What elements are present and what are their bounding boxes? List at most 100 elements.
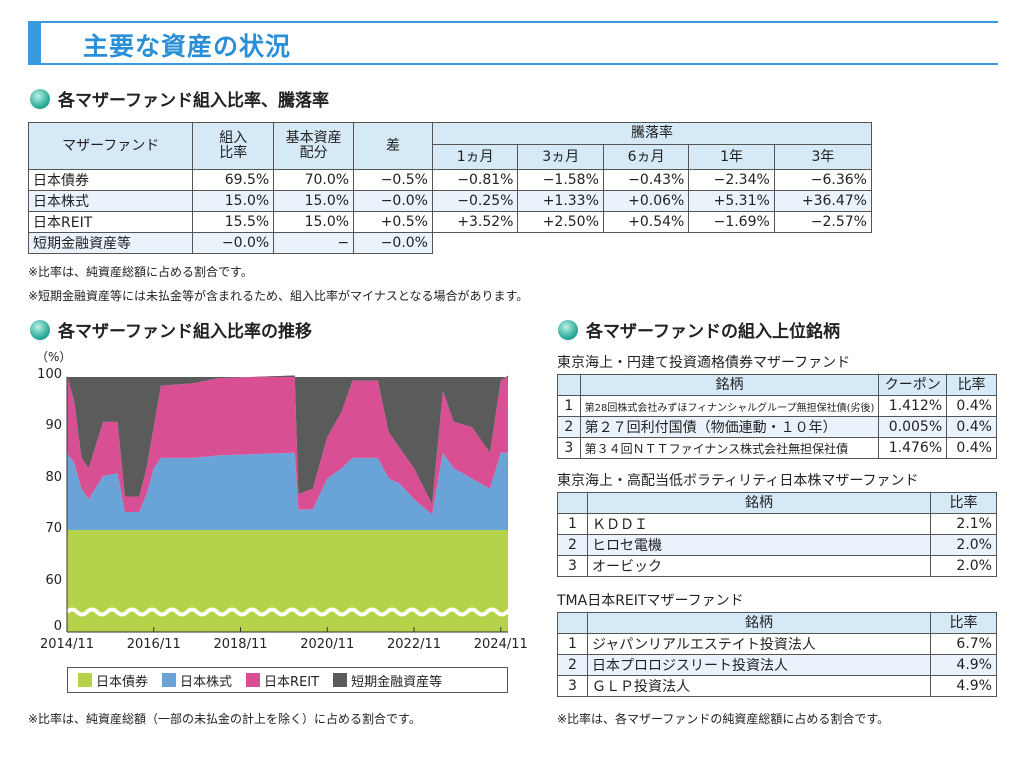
holding-name: 日本プロロジスリート投資法人: [587, 654, 931, 676]
rank: 2: [557, 654, 588, 676]
rank: 1: [557, 395, 581, 417]
perf: −2.34%: [688, 169, 775, 191]
perf: +1.33%: [517, 190, 604, 212]
y-tick-label: 100: [37, 366, 62, 382]
table-row: 3 ＧＬＰ投資法人 4.9%: [557, 675, 997, 697]
col-coupon: クーポン: [878, 374, 948, 396]
col-ratio: 比率: [930, 612, 997, 634]
holdings-note: ※比率は、各マザーファンドの純資産総額に占める割合です。: [557, 712, 890, 726]
col-1y: 1年: [688, 144, 775, 170]
ratio: 2.0%: [930, 534, 997, 556]
col-performance: 騰落率: [432, 122, 872, 145]
col-fund: マザーファンド: [27, 122, 194, 170]
legend-label: 短期金融資産等: [351, 674, 443, 690]
fund-name: 日本債券: [27, 169, 194, 191]
table-row: 1 第28回株式会社みずほフィナンシャルグループ無担保社債(劣後) 1.412% 0.…: [557, 395, 997, 417]
perf: +2.50%: [517, 211, 604, 233]
col-diff: 差: [353, 122, 433, 170]
ratio: 4.9%: [930, 654, 997, 676]
table-row: 2 第２７回利付国債（物価連動・１０年） 0.005% 0.4%: [557, 416, 997, 438]
x-tick-label: 2016/11: [126, 637, 181, 652]
ratio: 0.4%: [946, 416, 997, 438]
legend-item: 日本株式: [162, 671, 232, 690]
holding-name: ＧＬＰ投資法人: [587, 675, 931, 697]
diff: −0.0%: [353, 190, 433, 212]
area-cash: [67, 375, 508, 505]
perf: −1.58%: [517, 169, 604, 191]
ratio: 4.9%: [930, 675, 997, 697]
ratio: 0.4%: [946, 395, 997, 417]
y-tick-label: 0: [53, 619, 62, 634]
x-tick-label: 2020/11: [300, 637, 355, 652]
section-title: 各マザーファンド組入比率、騰落率: [58, 91, 329, 111]
rank: 3: [557, 555, 588, 577]
col-base: 基本資産 配分: [273, 122, 355, 170]
note-1: ※比率は、純資産総額に占める割合です。: [28, 265, 253, 279]
table-row: 2 ヒロセ電機 2.0%: [557, 534, 997, 556]
table-row: 日本債券 69.5% 70.0% −0.5%: [27, 169, 433, 191]
legend-item: 短期金融資産等: [333, 671, 442, 690]
holding-name: ジャパンリアルエステイト投資法人: [587, 633, 931, 655]
rank: 2: [557, 534, 588, 556]
holding-name: ＫＤＤＩ: [587, 513, 931, 535]
bullet-icon: [558, 319, 578, 340]
table-row: 日本株式 15.0% 15.0% −0.0%: [27, 190, 433, 212]
y-tick-label: 80: [45, 469, 62, 485]
x-tick-label: 2018/11: [213, 637, 268, 652]
col-name: 銘柄: [587, 492, 931, 514]
perf: −0.81%: [431, 169, 519, 191]
col-name: 銘柄: [579, 374, 880, 396]
perf: +0.54%: [602, 211, 690, 233]
col-ratio: 比率: [946, 374, 997, 396]
legend-swatch: [78, 673, 92, 687]
section-trend-heading: 各マザーファンド組入比率の推移: [30, 317, 312, 342]
perf: −2.57%: [773, 211, 873, 233]
col-1m: 1ヵ月: [431, 144, 519, 170]
holdings-table-bond: 銘柄 クーポン 比率 1 第28回株式会社みずほフィナンシャルグループ無担保社債(劣後…: [557, 374, 997, 459]
y-tick-label: 60: [45, 572, 62, 588]
perf: −1.69%: [688, 211, 775, 233]
y-axis-unit: （%）: [36, 350, 72, 364]
page-header: 主要な資産の状況: [28, 21, 998, 65]
base: 15.0%: [273, 211, 355, 233]
perf: −0.43%: [602, 169, 690, 191]
rank: 1: [557, 633, 588, 655]
rank: 2: [557, 416, 581, 438]
legend-label: 日本REIT: [264, 674, 320, 690]
header-accent-bar: [28, 23, 41, 63]
table-row: 日本REIT 15.5% 15.0% +0.5%: [27, 211, 433, 233]
table-row: 2 日本プロロジスリート投資法人 4.9%: [557, 654, 997, 676]
ratio: 2.1%: [930, 513, 997, 535]
col-3y: 3年: [773, 144, 873, 170]
fund-name-equity: 東京海上・高配当低ボラティリティ日本株マザーファンド: [557, 473, 919, 489]
holdings-table-equity: 銘柄 比率 1 ＫＤＤＩ 2.1% 2 ヒロセ電機 2.0% 3 オービック 2.0%: [557, 492, 997, 577]
base: 70.0%: [273, 169, 355, 191]
table-row: −0.25% +1.33% +0.06% +5.31% +36.47%: [431, 190, 873, 212]
area-bond: [67, 530, 508, 632]
perf: +0.06%: [602, 190, 690, 212]
holding-name: 第３４回ＮＴＴファイナンス株式会社無担保社債: [579, 437, 880, 459]
allocation-table: マザーファンド 組入 比率 基本資産 配分 差 日本債券 69.5% 70.0% −0…: [27, 122, 433, 254]
ratio: 0.4%: [946, 437, 997, 459]
weight: 15.5%: [192, 211, 275, 233]
table-row: 1 ＫＤＤＩ 2.1%: [557, 513, 997, 535]
section-allocation-heading: 各マザーファンド組入比率、騰落率: [30, 86, 329, 111]
table-row: 3 第３４回ＮＴＴファイナンス株式会社無担保社債 1.476% 0.4%: [557, 437, 997, 459]
performance-table: 騰落率 1ヵ月 3ヵ月 6ヵ月 1年 3年 −0.81% −1.58% −0.43% −2.3…: [431, 122, 873, 233]
legend-label: 日本債券: [96, 674, 149, 690]
diff: −0.0%: [353, 232, 433, 254]
bullet-icon: [30, 319, 50, 340]
coupon: 1.412%: [878, 395, 948, 417]
table-row: 短期金融資産等 −0.0% − −0.0%: [27, 232, 433, 254]
coupon: 0.005%: [878, 416, 948, 438]
y-tick-label: 70: [45, 521, 62, 536]
diff: +0.5%: [353, 211, 433, 233]
base: −: [273, 232, 355, 254]
holding-name: 第28回株式会社みずほフィナンシャルグループ無担保社債(劣後): [579, 395, 880, 417]
bullet-icon: [30, 88, 50, 109]
perf: −6.36%: [773, 169, 873, 191]
weight: 15.0%: [192, 190, 275, 212]
fund-name: 日本REIT: [27, 211, 194, 233]
chart-note: ※比率は、純資産総額（一部の未払金の計上を除く）に占める割合です。: [28, 712, 421, 726]
table-row: 3 オービック 2.0%: [557, 555, 997, 577]
